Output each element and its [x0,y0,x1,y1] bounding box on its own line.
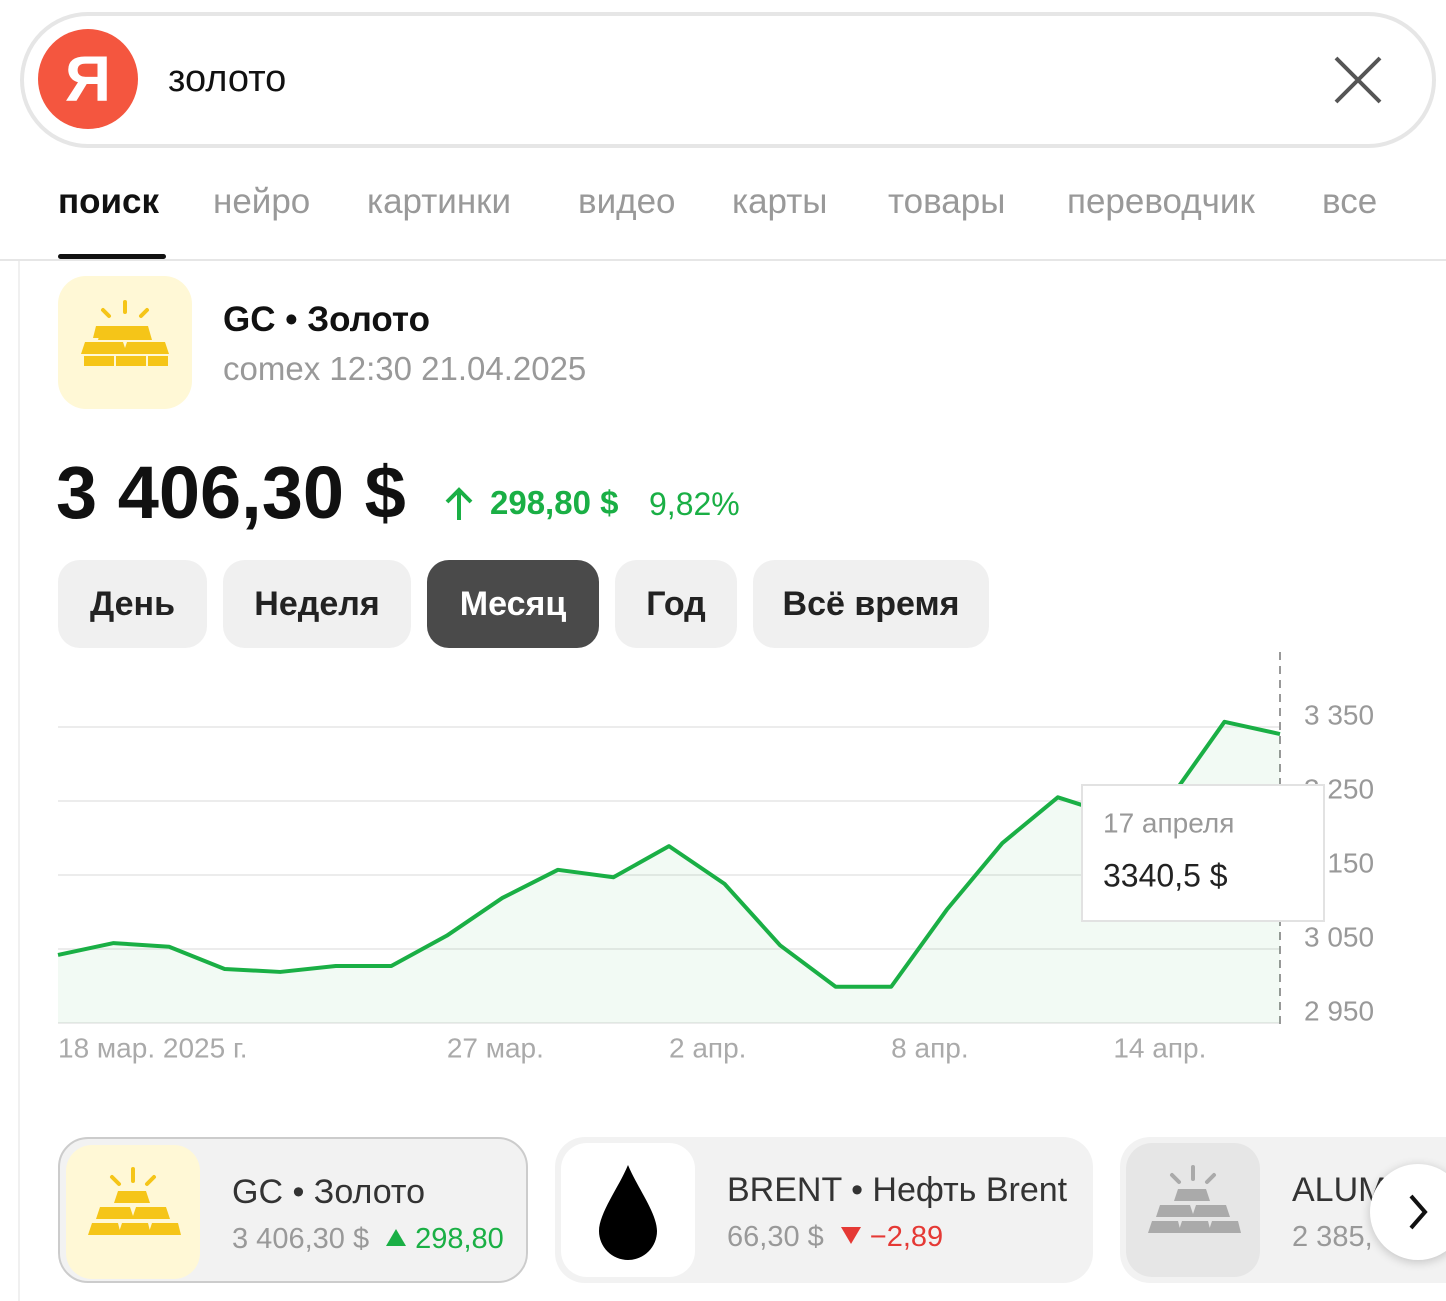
card-icon [1126,1143,1260,1277]
card-change: −2,89 [869,1221,944,1253]
quote-meta: comex 12:30 21.04.2025 [223,350,587,387]
triangle [386,1229,407,1246]
rays [110,1167,156,1186]
bars [1148,1189,1241,1233]
bars [88,1191,181,1235]
period-button[interactable]: Месяц [427,560,599,648]
tab[interactable]: карты [732,182,828,221]
tab[interactable]: видео [578,182,676,221]
up-triangle [386,1229,407,1246]
divider [0,259,1446,261]
line [57,719,1281,989]
card-title: BRENT • Нефть Brent [727,1171,1068,1209]
card-change: 298,80 [415,1223,504,1255]
area [58,721,1280,1023]
tab[interactable]: все [1322,182,1378,221]
tab[interactable]: товары [888,182,1006,221]
tab[interactable]: поиск [58,182,160,221]
card-price: 2 385, [1292,1221,1373,1254]
logo[interactable]: Я [38,29,138,129]
tab-underline [58,254,166,259]
card-icon [66,1145,200,1279]
card-icon [561,1143,695,1277]
ticker-card[interactable]: GC • Золото 3 406,30 $ 298,80 [58,1137,528,1283]
period-button[interactable]: Год [615,560,737,648]
icon-graphic [1148,1165,1241,1233]
tab[interactable]: нейро [213,182,311,221]
next-button[interactable] [1370,1164,1446,1260]
gold-icon [58,276,192,409]
icon-graphic [599,1165,657,1260]
period-button[interactable]: Всё время [753,560,989,648]
card-price: 3 406,30 $ 298,80 [232,1223,504,1256]
card-price: 66,30 $ −2,89 [727,1221,943,1254]
ticker-card[interactable]: BRENT • Нефть Brent 66,30 $ −2,89 [555,1137,1093,1283]
search-bar[interactable] [20,12,1436,148]
tab[interactable]: картинки [367,182,512,221]
y-tick-label: 2 950 [1304,995,1374,1026]
rays [1170,1165,1216,1184]
price-change: 298,80 $ [490,484,619,521]
tooltip [1081,784,1325,922]
y-tick-label: 3 350 [1304,699,1374,730]
icon-graphic [88,1167,181,1235]
price: 3 406,30 $ [56,451,406,534]
clear-button[interactable] [1330,52,1386,108]
period-button[interactable]: День [58,560,207,648]
x-tick-label: 27 мар. [447,1032,544,1063]
card-price-value: 3 406,30 $ [232,1223,370,1255]
x-tick-label: 2 апр. [669,1032,746,1063]
y-tick-label: 3 050 [1304,921,1374,952]
up-arrow [445,487,473,520]
down-triangle [840,1227,861,1244]
price-change-pct: 9,82% [649,486,740,522]
period-button[interactable]: Неделя [223,560,411,648]
card-price-value: 2 385, [1292,1221,1373,1253]
oil-drop [599,1165,657,1260]
card-title: GC • Золото [232,1173,425,1211]
x-tick-label: 14 апр. [1113,1032,1206,1063]
x-tick-label: 18 мар. 2025 г. [58,1032,248,1063]
quote-ticker: GC • Золото [223,300,430,339]
x-tick-label: 8 апр. [891,1032,968,1063]
tooltip-date: 17 апреля [1103,807,1234,838]
tab[interactable]: переводчик [1067,182,1255,221]
panel-edge [18,261,20,1301]
triangle [840,1227,861,1244]
tooltip-value: 3340,5 $ [1103,857,1228,893]
search-query[interactable]: золото [168,58,287,100]
card-price-value: 66,30 $ [727,1221,824,1253]
